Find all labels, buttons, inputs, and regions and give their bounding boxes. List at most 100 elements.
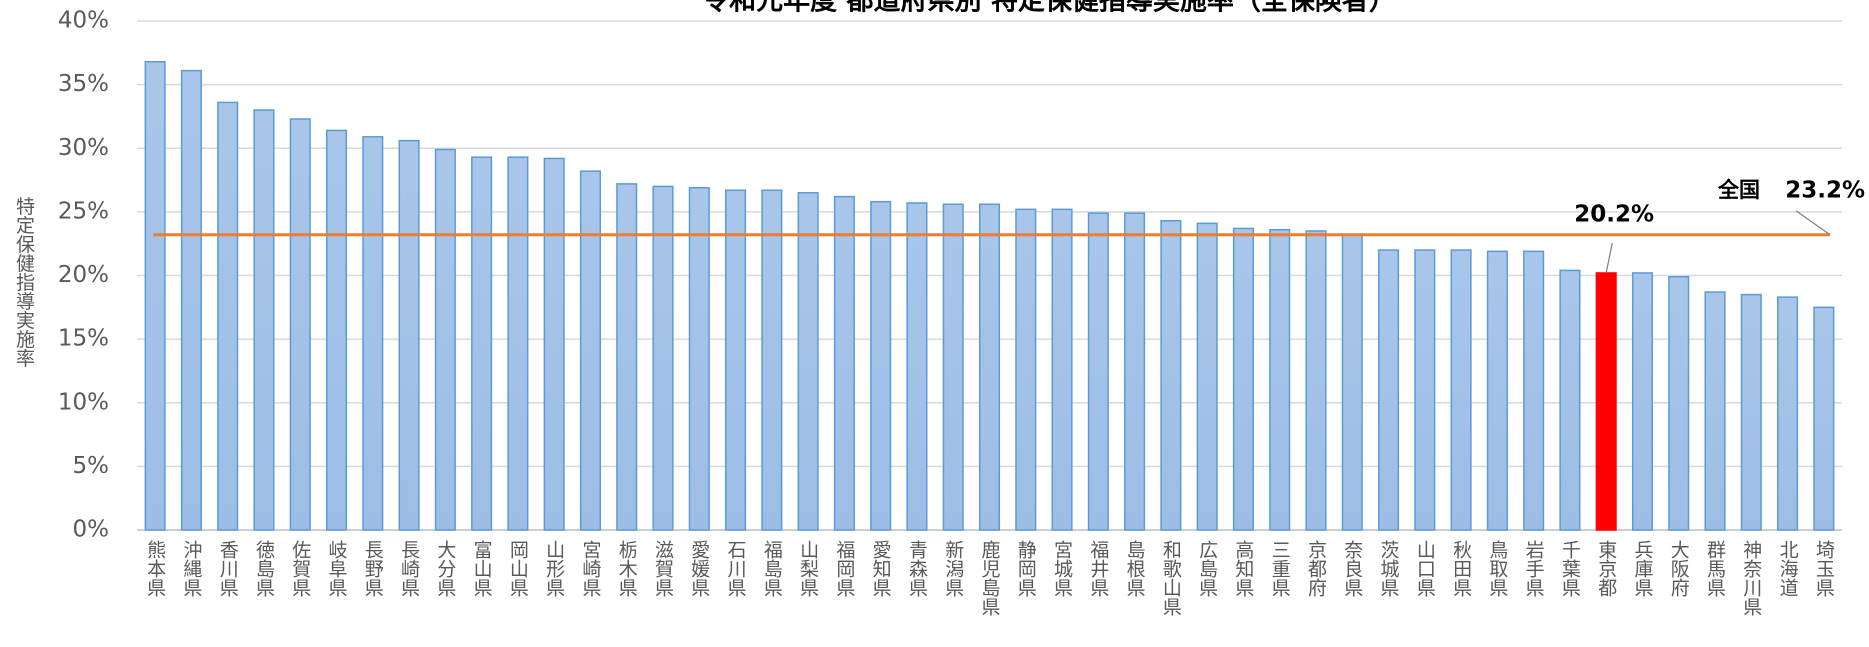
- x-tick-label: 静岡県: [1015, 540, 1037, 597]
- bar: [1595, 272, 1617, 531]
- x-tick-label: 茨城県: [1378, 540, 1400, 597]
- bar: [688, 186, 710, 531]
- y-tick-label: 0%: [73, 517, 110, 543]
- x-tick-label: 三重県: [1269, 540, 1291, 597]
- bar: [978, 203, 1001, 531]
- x-tick-label: 奈良県: [1341, 540, 1363, 597]
- bar: [652, 185, 674, 531]
- x-tick-label: 滋賀県: [652, 540, 674, 597]
- bar: [1450, 249, 1472, 531]
- x-tick-label: 山形県: [543, 540, 565, 597]
- x-tick-label: 熊本県: [144, 540, 166, 597]
- x-tick-label: 神奈川県: [1740, 540, 1762, 616]
- x-tick-label: 愛知県: [870, 540, 892, 597]
- bar: [471, 156, 493, 531]
- x-tick-label: 岩手県: [1523, 540, 1545, 597]
- bar: [398, 139, 420, 531]
- x-tick-label: 宮崎県: [579, 540, 601, 597]
- bar: [942, 203, 964, 531]
- y-tick-label: 25%: [58, 198, 109, 224]
- x-tick-label: 秋田県: [1450, 540, 1472, 597]
- x-tick-label: 石川県: [725, 540, 747, 597]
- y-tick-label: 30%: [58, 135, 109, 161]
- x-tick-label: 青森県: [906, 540, 928, 597]
- x-tick-label: 鹿児島県: [979, 540, 1001, 616]
- bar: [1160, 220, 1182, 531]
- x-tick-label: 新潟県: [942, 540, 964, 597]
- bar: [1015, 208, 1037, 531]
- y-tick-label: 10%: [58, 389, 109, 415]
- x-tick-label: 和歌山県: [1160, 540, 1182, 616]
- x-tick-label: 千葉県: [1559, 540, 1581, 597]
- x-tick-label: 広島県: [1196, 540, 1218, 597]
- bar: [1777, 296, 1799, 531]
- bar: [253, 109, 275, 531]
- bar: [289, 118, 311, 531]
- x-tick-label: 宮城県: [1051, 540, 1073, 597]
- x-tick-label: 長野県: [362, 540, 384, 597]
- bar: [1269, 228, 1291, 531]
- bar: [362, 136, 384, 531]
- x-tick-label: 群馬県: [1704, 540, 1726, 597]
- bar: [1668, 276, 1690, 531]
- bar: [1051, 208, 1073, 531]
- chart-title: 令和元年度 都道府県別 特定保健指導実施率（全保険者）: [702, 0, 1396, 17]
- x-tick-label: 佐賀県: [289, 540, 311, 597]
- x-tick-label: 愛媛県: [688, 540, 710, 597]
- bar: [870, 200, 892, 531]
- bar: [1813, 306, 1835, 531]
- bar: [833, 195, 855, 531]
- bar: [579, 170, 602, 531]
- x-tick-label: 高知県: [1232, 540, 1254, 597]
- x-tick-label: 富山県: [471, 540, 493, 597]
- bar: [725, 189, 747, 531]
- bar: [1305, 230, 1327, 531]
- x-tick-label: 兵庫県: [1631, 540, 1653, 597]
- x-tick-label: 埼玉県: [1813, 540, 1835, 597]
- x-tick-label: 岐阜県: [326, 540, 348, 597]
- x-tick-label: 鳥取県: [1486, 540, 1508, 597]
- bar: [797, 192, 819, 531]
- bar: [1087, 212, 1109, 531]
- x-tick-label: 北海道: [1777, 540, 1799, 597]
- x-tick-label: 大分県: [434, 540, 456, 597]
- x-tick-label: 福井県: [1087, 540, 1109, 597]
- national-label: 全国: [1717, 178, 1760, 202]
- bar: [1704, 291, 1726, 531]
- leader-line: [1795, 210, 1831, 236]
- x-tick-label: 山梨県: [797, 540, 819, 597]
- x-tick-label: 岡山県: [507, 540, 529, 597]
- bar: [1523, 250, 1545, 531]
- bar: [543, 157, 565, 531]
- bar: [180, 69, 202, 531]
- x-tick-label: 栃木県: [616, 540, 638, 597]
- bar: [1232, 227, 1254, 531]
- x-tick-label: 福島県: [761, 540, 783, 597]
- bar: [1124, 212, 1146, 531]
- x-tick-label: 香川県: [217, 540, 239, 597]
- x-tick-label: 大阪府: [1668, 540, 1690, 597]
- y-tick-label: 5%: [73, 453, 110, 479]
- x-tick-label: 島根県: [1124, 540, 1146, 597]
- bar: [761, 189, 783, 531]
- bar: [1559, 269, 1581, 531]
- bar: [616, 183, 638, 531]
- x-tick-label: 沖縄県: [180, 540, 202, 597]
- x-tick-label: 東京都: [1595, 540, 1617, 597]
- x-tick-label: 福岡県: [833, 540, 855, 597]
- bar: [1740, 293, 1762, 531]
- bar: [144, 60, 166, 531]
- data-label: 20.2%: [1574, 201, 1654, 227]
- bar: [434, 148, 456, 531]
- bar: [906, 202, 928, 531]
- x-tick-label: 長崎県: [398, 540, 420, 597]
- bar: [1196, 222, 1218, 531]
- bar: [217, 101, 239, 531]
- y-tick-label: 15%: [58, 326, 109, 352]
- national-value-label: 23.2%: [1785, 178, 1865, 204]
- bar: [1631, 272, 1654, 531]
- y-tick-label: 40%: [58, 8, 109, 34]
- y-tick-label: 35%: [58, 71, 109, 97]
- bar: [1377, 249, 1400, 531]
